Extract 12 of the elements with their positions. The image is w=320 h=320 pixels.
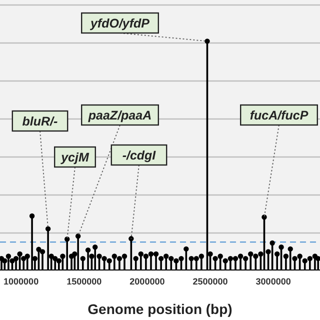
- annotation: fucA/fucP: [250, 108, 309, 122]
- x-tick-label: 2000000: [130, 276, 165, 286]
- x-tick-label: 1000000: [4, 276, 39, 286]
- x-axis-title: Genome position (bp): [88, 301, 232, 317]
- x-tick-label: 2500000: [192, 276, 228, 286]
- x-tick-label: 1500000: [66, 276, 102, 286]
- annotation: paaZ/paaA: [87, 108, 152, 122]
- annotation: -/cdgI: [122, 148, 156, 162]
- x-tick-label: 3000000: [256, 276, 291, 286]
- annotation: bluR/-: [22, 114, 58, 128]
- annotation: yfdO/yfdP: [89, 16, 150, 30]
- annotation: ycjM: [60, 150, 90, 164]
